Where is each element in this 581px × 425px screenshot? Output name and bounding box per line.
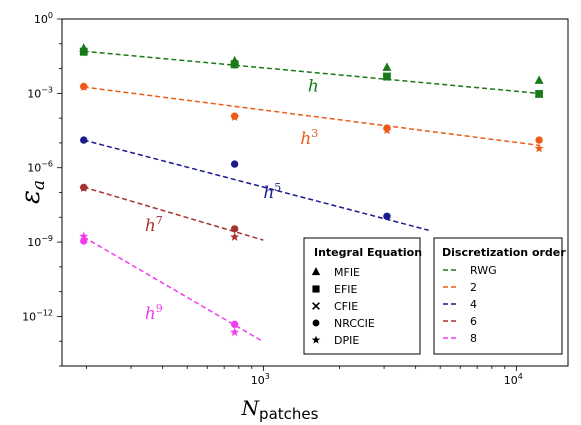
data-point-RWG-star-3 [534, 89, 544, 99]
legend-label: 4 [470, 298, 477, 311]
y-tick-label: 10−3 [27, 85, 53, 100]
legend-label: 6 [470, 315, 477, 328]
slope-annotation-4: h5 [263, 181, 281, 203]
legend-box [433, 237, 563, 355]
data-point-6-star-0 [79, 183, 89, 192]
data-point-4-circle-0 [80, 136, 88, 144]
legend-marker-square [312, 285, 320, 293]
y-tick-label: 10−6 [27, 160, 53, 175]
legend-layer: Integral Equation MFIE EFIE CFIE NRCCIE DPIE D… [303, 237, 566, 355]
data-point-2-circle-3 [535, 136, 543, 144]
data-point-2-star-3 [534, 143, 544, 153]
legend-integral-equation: Integral Equation MFIE EFIE CFIE NRCCIE DPIE [303, 237, 422, 355]
axis-layer: 103 104 100 10−3 10−6 10−9 10−12 [22, 11, 523, 387]
data-point-4-circle-1 [230, 160, 239, 168]
data-point-RWG-star-1 [230, 60, 240, 69]
legend-title: Integral Equation [314, 246, 422, 259]
data-point-2-star-2 [382, 125, 392, 135]
data-point-RWG-star-2 [382, 72, 392, 81]
y-tick-label: 10−12 [22, 308, 53, 323]
data-point-RWG-star-0 [79, 47, 89, 57]
data-point-8-circle-0 [80, 237, 88, 245]
legend-marker-x [312, 302, 320, 310]
legend-label: CFIE [334, 300, 358, 313]
data-point-RWG-triangle-3 [534, 75, 544, 84]
slope-annotation-2: h3 [300, 127, 318, 149]
series-6: h7 [79, 183, 264, 241]
legend-marker-triangle [311, 267, 321, 276]
legend-label: NRCCIE [334, 317, 375, 330]
slope-annotation-exp: 5 [274, 181, 281, 194]
legend-label: MFIE [334, 266, 360, 279]
legend-label: EFIE [334, 283, 358, 296]
data-point-8-circle-1 [230, 320, 239, 329]
series-4: h5 [80, 136, 429, 231]
data-point-6-star-1 [230, 232, 240, 241]
slope-annotation-8: h9 [145, 302, 163, 324]
data-point-6-circle-1 [230, 225, 239, 233]
legend-box [303, 237, 421, 355]
series-2: h3 [79, 82, 544, 153]
legend-marker-star [311, 335, 321, 344]
slope-annotation-base: h [145, 304, 156, 324]
fit-line-2 [83, 86, 540, 147]
data-point-2-star-1 [230, 112, 240, 121]
y-tick-label: 10−9 [27, 234, 53, 249]
fit-line-4 [83, 139, 429, 231]
data-point-2-star-0 [79, 82, 89, 91]
y-axis-label-main: ε [16, 190, 46, 204]
slope-annotation-6: h7 [145, 214, 163, 236]
slope-annotation-base: h [300, 129, 311, 149]
data-point-8-star-1 [230, 327, 240, 337]
legend-label: DPIE [334, 334, 359, 347]
slope-annotation-RWG: h [308, 76, 319, 96]
data-point-RWG-triangle-2 [382, 62, 392, 71]
legend-label: 8 [470, 332, 477, 345]
x-axis-label-sub: patches [259, 405, 319, 423]
x-tick-label: 104 [504, 372, 523, 387]
legend-marker-circle [312, 319, 320, 327]
fit-line-RWG [83, 50, 540, 95]
slope-annotation-base: h [145, 216, 156, 236]
data-point-4-circle-2 [383, 212, 391, 220]
slope-annotation-base: h [308, 76, 319, 96]
y-tick-label: 100 [34, 11, 53, 26]
legend-label: 2 [470, 281, 477, 294]
data-point-8-star-0 [79, 231, 89, 241]
series-8: h9 [79, 231, 264, 343]
fit-line-6 [83, 186, 264, 241]
series-RWG: h [79, 43, 544, 99]
slope-annotation-exp: 9 [156, 302, 163, 315]
y-axis-label: εa [16, 180, 49, 204]
legend-discretization-order: Discretization order RWG 2 4 6 8 [433, 237, 566, 355]
slope-annotation-exp: 3 [311, 127, 318, 140]
y-axis-label-sub: a [29, 180, 49, 190]
fit-line-8 [83, 236, 264, 343]
slope-annotation-base: h [263, 183, 274, 203]
x-axis-label-main: N [241, 396, 261, 420]
legend-label: RWG [470, 264, 497, 277]
x-tick-label: 103 [251, 372, 270, 387]
slope-annotation-exp: 7 [156, 214, 163, 227]
x-axis-label: Npatches [241, 396, 319, 423]
legend-title: Discretization order [442, 246, 566, 259]
